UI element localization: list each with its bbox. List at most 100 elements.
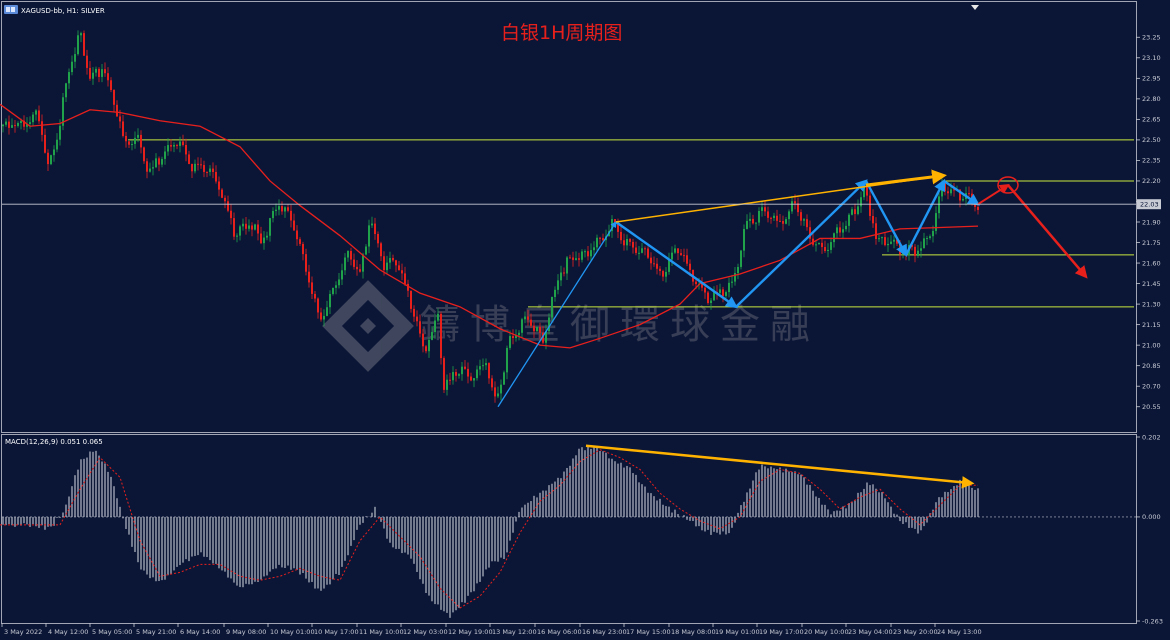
candle-body <box>413 308 415 317</box>
candle-body <box>68 72 70 84</box>
candle-body <box>434 320 436 333</box>
price-tick-label: 21.60 <box>1142 259 1161 267</box>
symbol-icon[interactable] <box>4 5 18 14</box>
candle-body <box>650 257 652 264</box>
candle-body <box>644 248 646 250</box>
candle-body <box>461 366 463 375</box>
candle-body <box>893 239 895 242</box>
candle-body <box>83 33 85 56</box>
candle-body <box>878 238 880 240</box>
candle-body <box>578 258 580 260</box>
time-tick-label: 6 May 14:00 <box>180 628 220 636</box>
candle-body <box>626 238 628 246</box>
chart-title: 白银1H周期图 <box>501 22 622 44</box>
candle-body <box>212 168 214 173</box>
candle-body <box>86 55 88 68</box>
candle-body <box>422 333 424 347</box>
time-tick-label: 16 May 23:00 <box>582 628 627 636</box>
candle-body <box>143 147 145 162</box>
candle-body <box>125 135 127 142</box>
time-tick-label: 11 May 10:00 <box>359 628 404 636</box>
candle-body <box>689 263 691 270</box>
candle-body <box>446 379 448 390</box>
time-tick-label: 20 May 10:00 <box>804 628 849 636</box>
candle-body <box>500 384 502 394</box>
candle-body <box>506 347 508 373</box>
candle-body <box>350 250 352 260</box>
candle-body <box>788 211 790 220</box>
candle-body <box>248 225 250 229</box>
candle-body <box>776 215 778 221</box>
candle-body <box>722 289 724 296</box>
candle-body <box>785 219 787 224</box>
candle-body <box>869 195 871 216</box>
candle-body <box>485 363 487 366</box>
trend-arrow <box>943 179 980 206</box>
candle-body <box>44 134 46 153</box>
candle-body <box>59 125 61 140</box>
candle-body <box>323 315 325 320</box>
candle-body <box>959 189 961 201</box>
time-tick-label: 18 May 08:00 <box>671 628 716 636</box>
candle-body <box>929 236 931 239</box>
time-tick-label: 17 May 15:00 <box>626 628 671 636</box>
candle-body <box>299 239 301 244</box>
candle-body <box>416 316 418 322</box>
candle-body <box>362 254 364 272</box>
candle-body <box>182 141 184 145</box>
candle-body <box>311 282 313 294</box>
candle-body <box>911 245 913 247</box>
candle-body <box>872 215 874 224</box>
candle-body <box>17 122 19 126</box>
candle-body <box>332 287 334 294</box>
candle-body <box>671 252 673 260</box>
candle-body <box>293 220 295 231</box>
candle-body <box>881 237 883 239</box>
candle-body <box>926 238 928 240</box>
candle-body <box>938 196 940 214</box>
candle-body <box>371 223 373 226</box>
candle-body <box>218 181 220 190</box>
candle-body <box>560 272 562 281</box>
candle-body <box>80 33 82 36</box>
candle-body <box>122 121 124 136</box>
price-tick-label: 23.25 <box>1142 34 1161 42</box>
trend-arrow <box>864 180 908 257</box>
candle-body <box>704 287 706 293</box>
candle-body <box>161 158 163 165</box>
candle-body <box>635 247 637 253</box>
candle-body <box>752 218 754 224</box>
candle-body <box>347 250 349 258</box>
candle-body <box>932 230 934 237</box>
forecast-arrow-up <box>977 183 1010 206</box>
candle-body <box>467 368 469 377</box>
candle-body <box>41 121 43 135</box>
price-tick-label: 21.15 <box>1142 321 1161 329</box>
candle-body <box>518 332 520 336</box>
candle-body <box>119 116 121 122</box>
candle-body <box>719 289 721 293</box>
candle-body <box>92 72 94 79</box>
candle-body <box>695 281 697 285</box>
price-tick-label: 21.00 <box>1142 341 1161 349</box>
candle-body <box>914 246 916 256</box>
trend-arrow <box>735 179 868 308</box>
annotation-layer <box>497 169 1088 408</box>
candle-body <box>767 211 769 218</box>
candle-body <box>476 369 478 379</box>
candle-body <box>737 266 739 274</box>
collapse-arrow-icon[interactable] <box>971 5 979 10</box>
candle-body <box>197 163 199 165</box>
candle-body <box>221 189 223 198</box>
candle-body <box>530 319 532 326</box>
candle-body <box>743 228 745 251</box>
candle-body <box>377 234 379 244</box>
candle-body <box>233 218 235 237</box>
candle-body <box>263 237 265 244</box>
price-tick-label: 22.35 <box>1142 157 1161 165</box>
time-tick-label: 5 May 21:00 <box>136 628 176 636</box>
candle-body <box>20 120 22 123</box>
candle-body <box>191 163 193 172</box>
candle-body <box>758 210 760 223</box>
candle-body <box>824 247 826 251</box>
